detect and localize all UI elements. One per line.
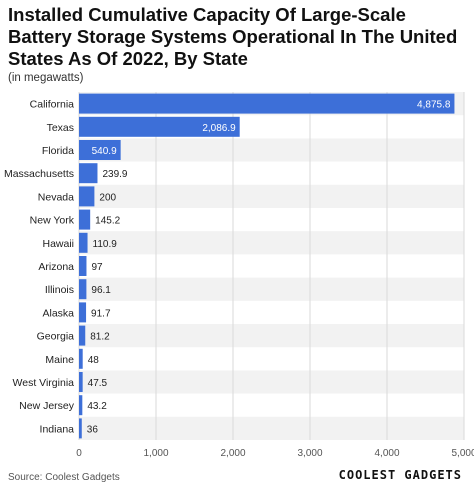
data-label: 81.2 <box>90 332 110 343</box>
bar <box>79 279 87 300</box>
category-label: Illinois <box>45 284 74 296</box>
row-band <box>79 277 464 301</box>
category-label: Hawaii <box>42 238 74 250</box>
bar <box>79 348 83 369</box>
brand-logo: COOLEST GADGETS <box>338 468 462 482</box>
data-label: 145.2 <box>95 216 120 227</box>
data-label: 43.2 <box>87 401 107 412</box>
row-band <box>79 370 464 394</box>
row-band <box>79 138 464 162</box>
bar <box>79 140 121 160</box>
x-tick-label: 1,000 <box>143 448 168 459</box>
bar <box>79 418 82 439</box>
category-label: Texas <box>47 122 74 134</box>
x-tick-label: 0 <box>76 448 82 459</box>
x-tick-label: 3,000 <box>297 448 322 459</box>
x-tick-label: 5,000 <box>451 448 474 459</box>
bar <box>79 116 240 137</box>
bar <box>79 93 455 114</box>
data-label: 2,086.9 <box>202 123 236 134</box>
row-band <box>79 184 464 208</box>
data-label: 540.9 <box>92 146 117 157</box>
bar <box>79 302 87 323</box>
category-label: Alaska <box>42 307 74 319</box>
source-note: Source: Coolest Gadgets <box>8 472 120 483</box>
data-label: 48 <box>88 355 100 366</box>
data-label: 96.1 <box>91 285 111 296</box>
data-label: 91.7 <box>91 308 111 319</box>
category-label: California <box>30 99 75 111</box>
category-label: Arizona <box>38 261 74 273</box>
chart-title: Installed Cumulative Capacity Of Large-S… <box>8 4 458 69</box>
bar <box>79 209 91 230</box>
bar <box>79 256 87 276</box>
category-label: Maine <box>45 354 74 366</box>
x-tick-label: 2,000 <box>220 448 245 459</box>
row-band <box>79 416 464 440</box>
category-label: New York <box>30 215 75 227</box>
data-label: 239.9 <box>102 169 127 180</box>
data-label: 36 <box>87 424 99 435</box>
category-label: Nevada <box>38 191 74 203</box>
category-label: Georgia <box>37 331 75 343</box>
row-band <box>79 231 464 255</box>
bar <box>79 186 95 207</box>
data-label: 4,875.8 <box>417 100 451 111</box>
bar <box>79 325 86 346</box>
bar <box>79 395 83 416</box>
category-label: Florida <box>42 145 74 157</box>
bar <box>79 232 88 253</box>
data-label: 200 <box>99 192 116 203</box>
row-band <box>79 324 464 348</box>
bar <box>79 163 98 184</box>
category-label: New Jersey <box>19 400 75 412</box>
category-label: Indiana <box>40 423 75 435</box>
x-tick-label: 4,000 <box>374 448 399 459</box>
data-label: 110.9 <box>93 239 118 250</box>
bar-chart: 0 1,000 2,000 3,000 4,000 5,000 California 4,87… <box>4 92 474 459</box>
bar <box>79 372 83 392</box>
category-label: West Virginia <box>13 377 75 389</box>
unit-note: (in megawatts) <box>8 72 84 84</box>
data-label: 47.5 <box>88 378 108 389</box>
data-label: 97 <box>91 262 103 273</box>
category-label: Massachusetts <box>4 168 74 180</box>
